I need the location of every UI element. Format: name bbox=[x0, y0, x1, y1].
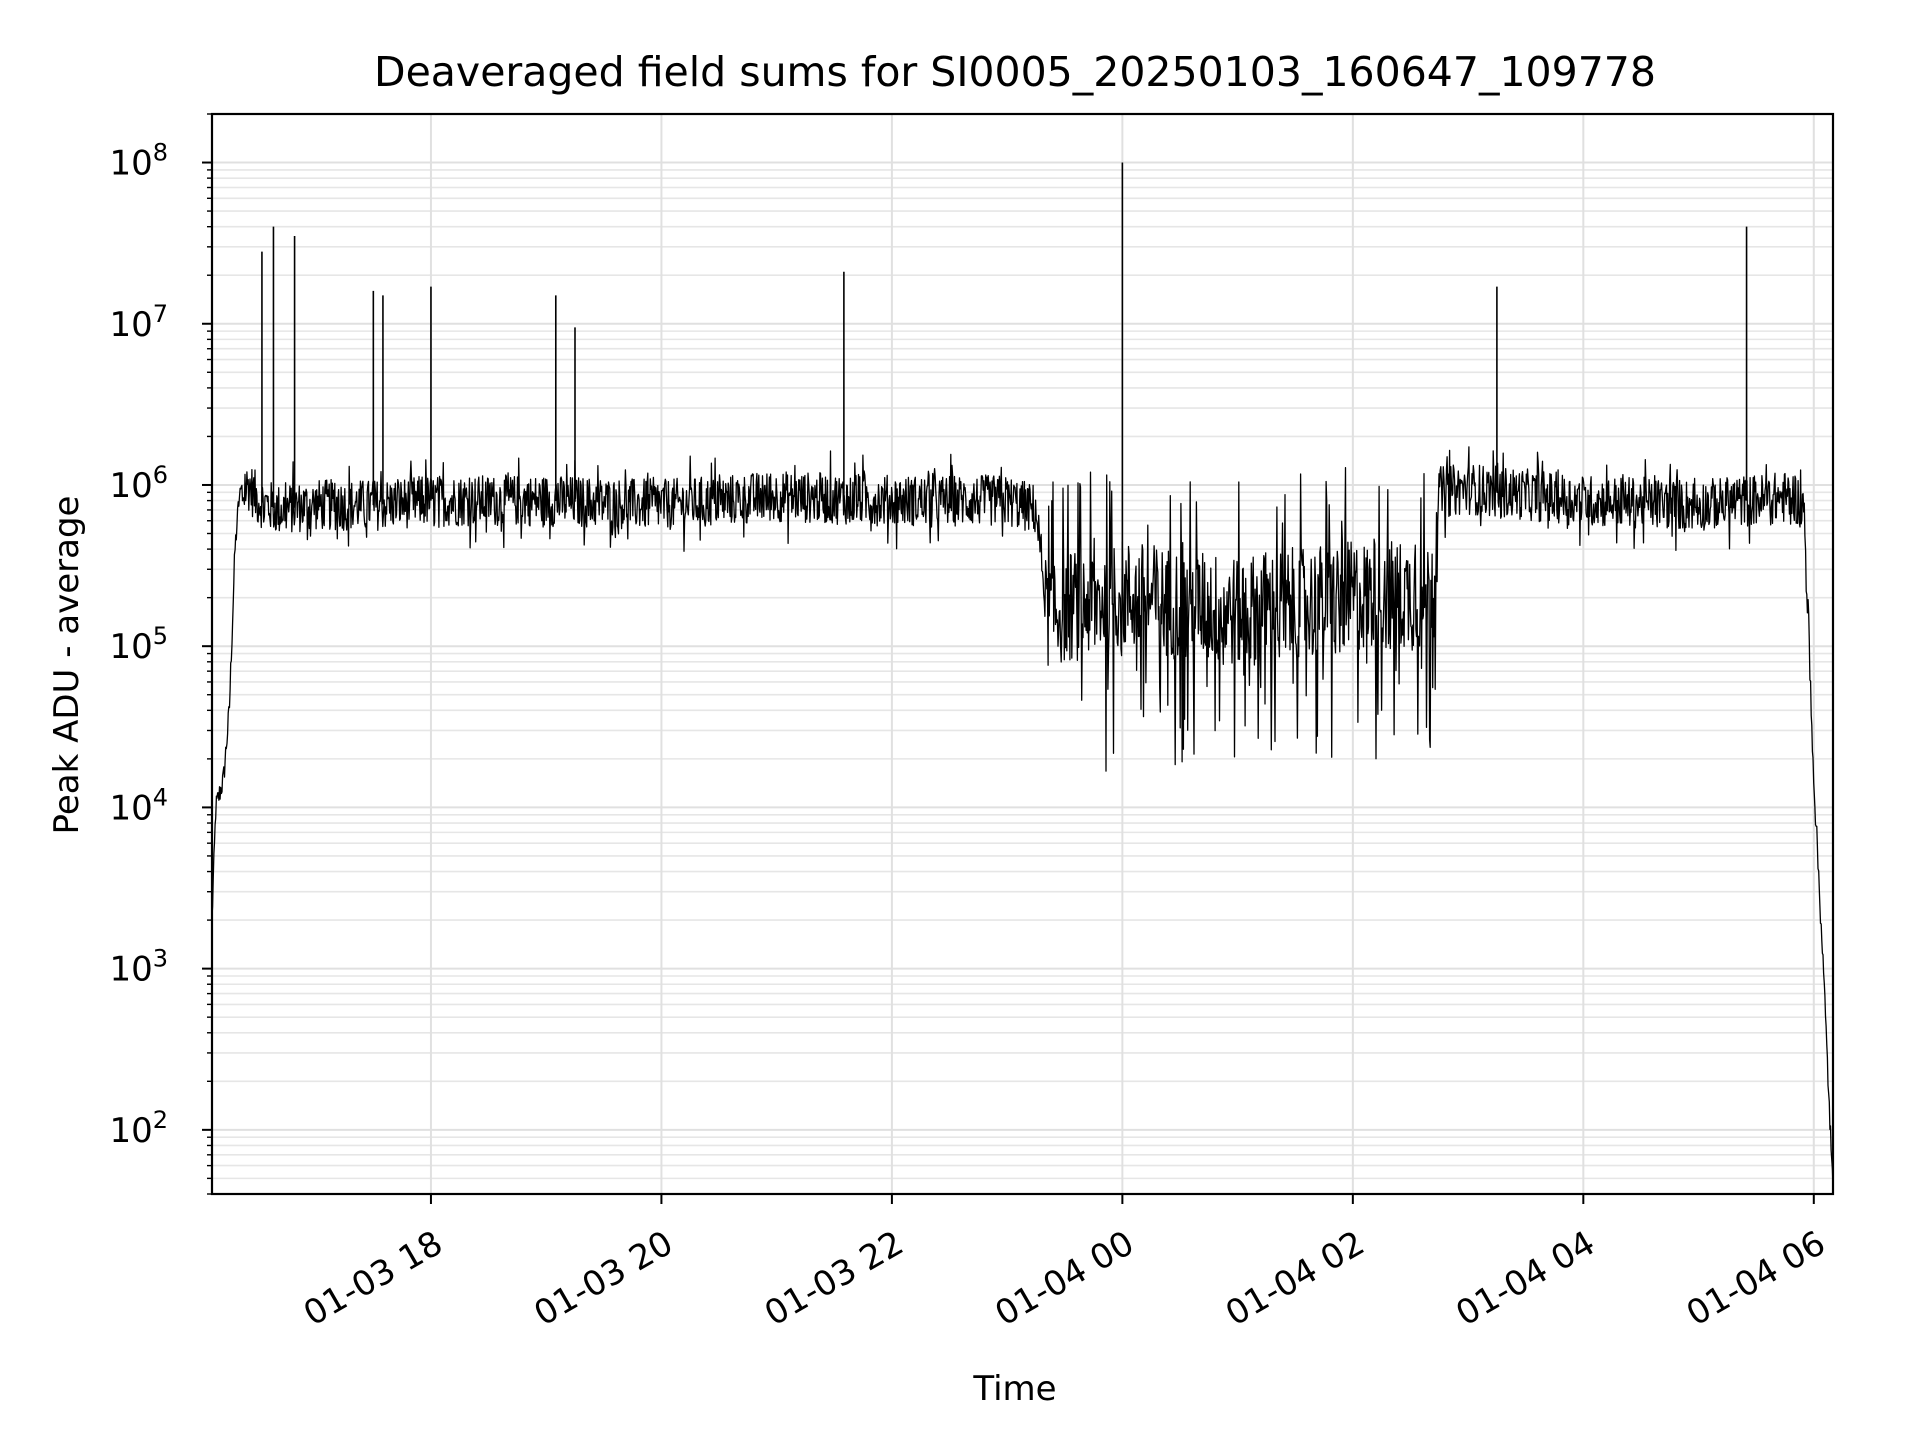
x-tick-label: 01-04 06 bbox=[1680, 1223, 1832, 1334]
y-tick-label: 107 bbox=[109, 300, 168, 345]
x-tick-label: 01-04 00 bbox=[988, 1223, 1140, 1334]
x-tick-label: 01-04 02 bbox=[1219, 1223, 1371, 1334]
x-axis-label: Time bbox=[972, 1369, 1056, 1409]
x-tick-label: 01-03 18 bbox=[297, 1223, 449, 1334]
y-tick-label: 103 bbox=[109, 945, 168, 990]
y-tick-label: 108 bbox=[109, 139, 168, 184]
y-tick-label: 104 bbox=[109, 783, 168, 828]
series-line bbox=[211, 446, 1834, 1188]
y-axis-label: Peak ADU - average bbox=[47, 496, 87, 835]
ticks: 102 103 104 105 106 107 108 01-03 18 01-03 20 01-… bbox=[109, 113, 1832, 1334]
y-tick-label: 102 bbox=[109, 1106, 168, 1151]
y-tick-label: 106 bbox=[109, 461, 168, 506]
chart-title: Deaveraged field sums for SI0005_2025010… bbox=[374, 48, 1656, 96]
x-tick-label: 01-04 04 bbox=[1449, 1223, 1601, 1334]
series-layer bbox=[211, 162, 1834, 1188]
x-tick-label: 01-03 22 bbox=[758, 1223, 910, 1334]
grid bbox=[212, 113, 1833, 1195]
x-tick-label: 01-03 20 bbox=[528, 1223, 680, 1334]
y-tick-label: 105 bbox=[109, 622, 168, 667]
